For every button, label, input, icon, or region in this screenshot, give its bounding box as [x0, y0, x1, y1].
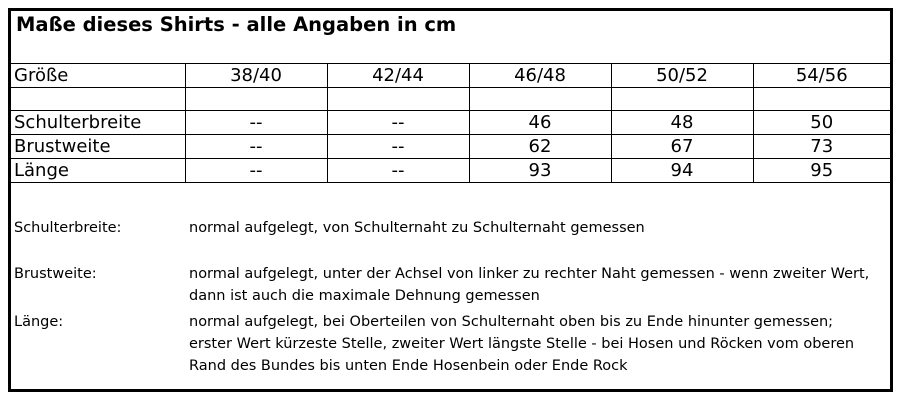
empty-cell	[11, 87, 186, 111]
table-cell: 50	[752, 110, 890, 135]
size-chart-frame: Maße dieses Shirts - alle Angaben in cm …	[8, 8, 893, 392]
table-cell: --	[184, 110, 328, 135]
size-header-cell: 46/48	[468, 63, 612, 88]
table-row: Schulterbreite -- -- 46 48 50	[11, 110, 890, 135]
description-text: normal aufgelegt, bei Oberteilen von Sch…	[189, 314, 855, 374]
page-title: Maße dieses Shirts - alle Angaben in cm	[16, 13, 457, 36]
size-table: Größe 38/40 42/44 46/48 50/52 54/56 Schu…	[11, 63, 890, 183]
size-header-cell: 38/40	[184, 63, 328, 88]
table-cell: 67	[610, 134, 754, 159]
table-cell: --	[326, 158, 470, 183]
size-header-label: Größe	[11, 63, 186, 88]
row-label: Brustweite	[11, 134, 186, 159]
table-cell: 73	[752, 134, 890, 159]
size-header-cell: 50/52	[610, 63, 754, 88]
description-text: normal aufgelegt, unter der Achsel von l…	[189, 266, 870, 304]
description-text: normal aufgelegt, von Schulternaht zu Sc…	[189, 220, 645, 236]
description-term: Schulterbreite:	[14, 220, 122, 236]
size-header-cell: 42/44	[326, 63, 470, 88]
table-cell: --	[326, 110, 470, 135]
empty-cell	[610, 87, 754, 111]
row-label: Länge	[11, 158, 186, 183]
empty-cell	[752, 87, 890, 111]
table-header-row: Größe 38/40 42/44 46/48 50/52 54/56	[11, 63, 890, 88]
size-header-cell: 54/56	[752, 63, 890, 88]
table-cell: --	[184, 134, 328, 159]
table-row: Brustweite -- -- 62 67 73	[11, 134, 890, 159]
table-cell: --	[326, 134, 470, 159]
table-spacer-row	[11, 87, 890, 111]
table-cell: 48	[610, 110, 754, 135]
table-row: Länge -- -- 93 94 95	[11, 158, 890, 183]
table-cell: --	[184, 158, 328, 183]
table-cell: 95	[752, 158, 890, 183]
description-term: Länge:	[14, 314, 64, 330]
table-cell: 93	[468, 158, 612, 183]
description-term: Brustweite:	[14, 266, 97, 282]
table-cell: 46	[468, 110, 612, 135]
table-cell: 62	[468, 134, 612, 159]
table-cell: 94	[610, 158, 754, 183]
empty-cell	[326, 87, 470, 111]
empty-cell	[184, 87, 328, 111]
row-label: Schulterbreite	[11, 110, 186, 135]
empty-cell	[468, 87, 612, 111]
